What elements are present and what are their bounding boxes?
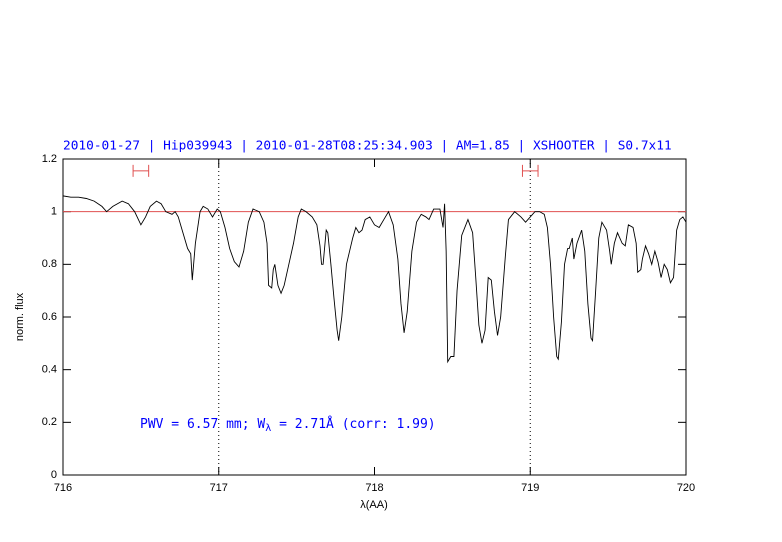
x-tick-label: 719	[521, 482, 539, 494]
x-tick-label: 717	[210, 482, 228, 494]
annotation-sub: λ	[265, 423, 271, 434]
x-axis-label: λ(AA)	[360, 499, 388, 511]
x-tick-label: 716	[54, 482, 72, 494]
y-axis-label: norm. flux	[14, 292, 26, 341]
y-tick-label: 0.4	[42, 364, 57, 376]
y-tick-label: 0.6	[42, 311, 57, 323]
y-tick-label: 0.8	[42, 258, 57, 270]
x-tick-label: 718	[365, 482, 383, 494]
y-tick-label: 0	[51, 469, 57, 481]
chart-title: 2010-01-27 | Hip039943 | 2010-01-28T08:2…	[63, 139, 672, 154]
annotation-main: PWV = 6.57 mm; W	[140, 417, 265, 432]
y-tick-label: 0.2	[42, 416, 57, 428]
x-tick-label: 720	[677, 482, 695, 494]
annotation-rest: = 2.71Å (corr: 1.99)	[271, 416, 435, 432]
annotation: PWV = 6.57 mm; Wλ = 2.71Å (corr: 1.99)	[140, 416, 436, 435]
y-tick-label: 1.2	[42, 153, 57, 165]
spectrum-line	[62, 195, 687, 364]
y-tick-label: 1	[51, 206, 57, 218]
